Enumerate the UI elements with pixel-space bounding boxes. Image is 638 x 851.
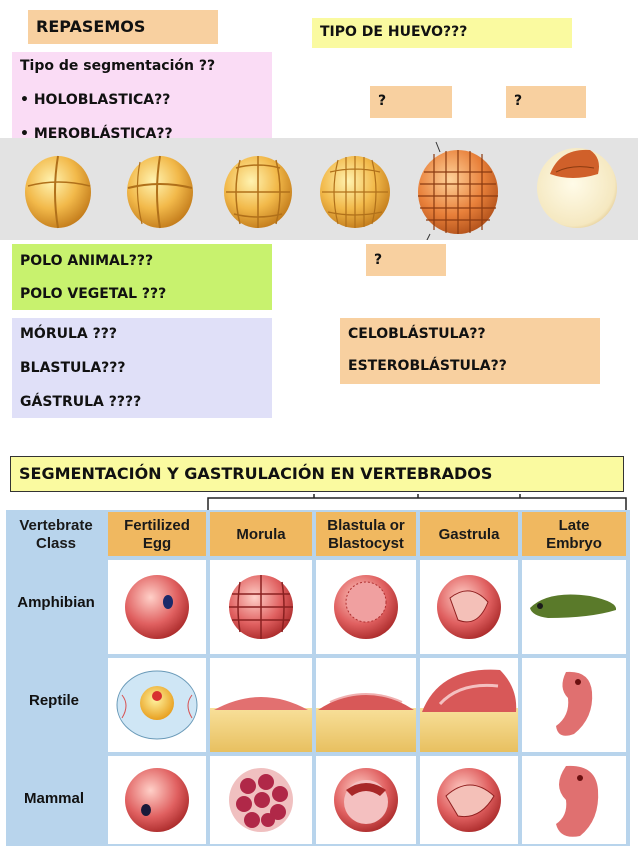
amphibian-morula <box>229 575 293 639</box>
segmentation-option-holo: • HOLOBLASTICA?? <box>20 92 171 108</box>
blastula-types-box: CELOBLÁSTULA?? ESTEROBLÁSTULA?? <box>340 318 600 384</box>
blastula-type-celo: CELOBLÁSTULA?? <box>348 326 486 342</box>
header-late-2: Embryo <box>546 535 602 552</box>
amphibian-late-embryo <box>530 594 617 618</box>
header-vertebrate-class-2: Class <box>36 535 76 552</box>
question-box-1: ? <box>370 86 452 118</box>
poles-box: POLO ANIMAL??? POLO VEGETAL ??? <box>12 244 272 310</box>
egg-stage-morula <box>418 141 498 240</box>
stages-box: MÓRULA ??? BLASTULA??? GÁSTRULA ???? <box>12 318 272 418</box>
row-reptile: Reptile <box>29 692 79 709</box>
egg-stage-2-cells <box>25 155 91 229</box>
egg-stage-8-cells <box>224 156 292 228</box>
header-blastula-2: Blastocyst <box>328 535 404 552</box>
egg-type-question: TIPO DE HUEVO??? <box>320 24 468 40</box>
amphibian-blastula <box>334 575 398 639</box>
table-header <box>108 512 626 556</box>
row-mammal: Mammal <box>24 790 84 807</box>
stage-morula: MÓRULA ??? <box>20 326 117 342</box>
repasemos-title: REPASEMOS <box>36 17 146 36</box>
header-gastrula: Gastrula <box>439 526 501 543</box>
pole-animal: POLO ANIMAL??? <box>20 253 154 269</box>
header-late-1: Late <box>559 517 590 534</box>
egg-stage-16-cells <box>320 156 390 228</box>
amphibian-fertilized-egg <box>125 575 189 639</box>
reptile-gastrula <box>420 669 518 752</box>
header-blastula-1: Blastula or <box>327 517 405 534</box>
header-morula: Morula <box>236 526 286 543</box>
cleavage-strip <box>0 138 638 240</box>
header-fertilized-1: Fertilized <box>124 517 190 534</box>
stage-blastula: BLASTULA??? <box>20 360 126 376</box>
cleavage-stages-illustration <box>25 141 617 240</box>
segmentation-box: Tipo de segmentación ?? • HOLOBLASTICA??… <box>12 52 272 150</box>
question-mark-3: ? <box>374 252 383 268</box>
question-mark-2: ? <box>514 93 523 109</box>
stage-gastrula: GÁSTRULA ???? <box>20 394 142 410</box>
mammal-late-embryo <box>556 765 599 837</box>
mammal-morula <box>229 768 293 832</box>
mammal-blastocyst <box>334 768 398 832</box>
blastula-type-estero: ESTEROBLÁSTULA?? <box>348 358 507 374</box>
vertebrates-title-box: SEGMENTACIÓN Y GASTRULACIÓN EN VERTEBRAD… <box>10 456 624 492</box>
header-vertebrate-class-1: Vertebrate <box>19 517 92 534</box>
repasemos-box: REPASEMOS <box>28 10 218 44</box>
vertebrate-development-table: Vertebrate Class Fertilized Egg Morula B… <box>6 494 630 846</box>
egg-stage-4-cells <box>127 155 193 229</box>
mammal-fertilized-egg <box>125 768 189 832</box>
pole-vegetal: POLO VEGETAL ??? <box>20 286 167 302</box>
segmentation-title: Tipo de segmentación ?? <box>20 58 216 74</box>
question-box-2: ? <box>506 86 586 118</box>
reptile-blastula <box>316 693 416 752</box>
vertebrates-title: SEGMENTACIÓN Y GASTRULACIÓN EN VERTEBRAD… <box>19 464 493 483</box>
amphibian-gastrula <box>437 575 501 639</box>
egg-stage-meroblastic <box>537 148 617 228</box>
mammal-gastrula <box>437 768 501 832</box>
reptile-late-embryo <box>556 671 593 736</box>
reptile-fertilized-egg <box>116 670 198 740</box>
column-bracket <box>207 494 627 510</box>
header-fertilized-2: Egg <box>143 535 171 552</box>
reptile-morula <box>210 697 312 752</box>
question-box-3: ? <box>366 244 446 276</box>
egg-type-box: TIPO DE HUEVO??? <box>312 18 572 48</box>
row-amphibian: Amphibian <box>17 594 95 611</box>
question-mark-1: ? <box>378 93 387 109</box>
